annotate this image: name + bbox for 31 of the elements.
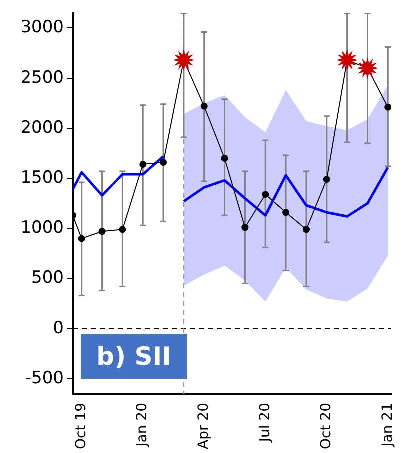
point [384, 104, 392, 111]
point [221, 155, 228, 162]
x-tick-label: Jul 20 [257, 403, 274, 444]
y-tick-label: 1000 [20, 218, 64, 238]
y-tick-label: 500 [32, 268, 64, 288]
point [78, 235, 86, 242]
point [323, 176, 330, 184]
point [98, 228, 106, 236]
x-tick-label: Jan 21 [380, 403, 396, 448]
y-tick-label: 1500 [20, 168, 64, 188]
point [356, 57, 379, 80]
point [262, 191, 270, 198]
x-tick-label: Jan 20 [134, 403, 151, 448]
y-tick-label: 2000 [20, 118, 64, 138]
point [119, 226, 126, 234]
point [282, 209, 290, 216]
x-tick-label: Oct 19 [73, 403, 90, 450]
point [200, 102, 208, 110]
point [172, 49, 195, 72]
x-tick-label: Apr 20 [196, 403, 212, 450]
annotation: b) SII [81, 334, 187, 379]
point [140, 161, 147, 168]
y-tick-label: 3000 [20, 18, 64, 38]
y-tick-label: -500 [25, 368, 64, 388]
y-tick-label: 0 [53, 318, 64, 338]
point [302, 226, 310, 234]
point [160, 159, 168, 166]
point [336, 49, 358, 72]
x-tick-label: Oct 20 [318, 403, 335, 450]
point [242, 224, 249, 232]
y-tick-label: 2500 [20, 68, 64, 88]
